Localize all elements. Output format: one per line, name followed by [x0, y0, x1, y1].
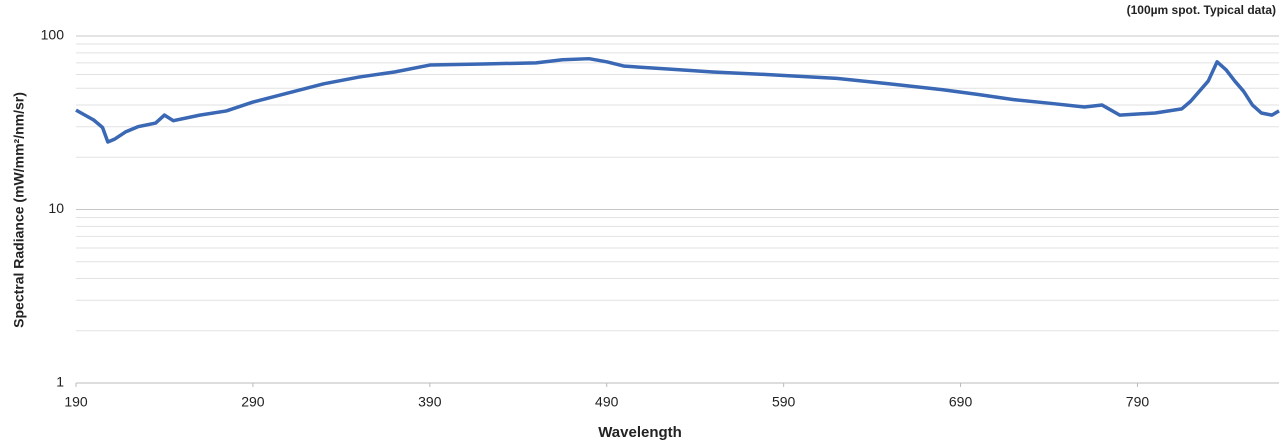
y-tick-label: 1 — [56, 374, 64, 390]
x-tick-label: 190 — [64, 394, 88, 410]
data-line — [75, 56, 1280, 144]
x-tick-label: 690 — [949, 394, 973, 410]
y-tick-label: 100 — [41, 27, 65, 43]
y-axis-label: Spectral Radiance (mW/mm²/nm/sr) — [11, 92, 27, 328]
y-tick-label: 10 — [48, 200, 64, 216]
x-tick-label: 390 — [418, 394, 442, 410]
chart-subtitle: (100µm spot. Typical data) — [1127, 3, 1276, 17]
x-tick-label: 290 — [241, 394, 265, 410]
x-tick-label: 590 — [772, 394, 796, 410]
x-tick-label: 790 — [1126, 394, 1150, 410]
x-tick-label: 490 — [595, 394, 619, 410]
x-axis-label: Wavelength — [598, 424, 682, 441]
